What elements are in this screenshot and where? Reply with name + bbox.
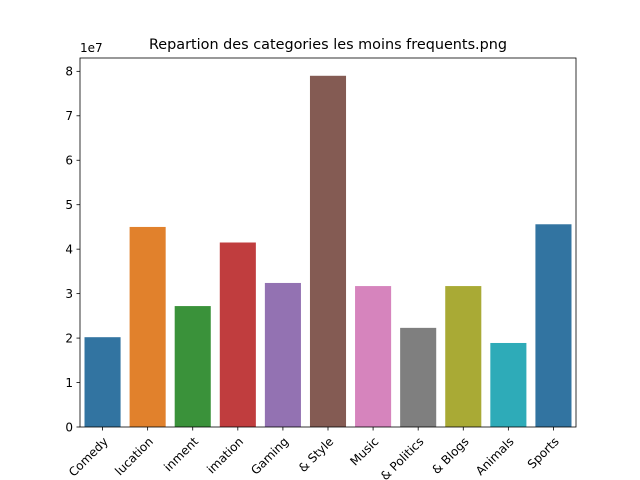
bar-6	[355, 286, 392, 427]
x-tick-label-6: Music	[347, 434, 381, 468]
y-axis-exponent-label: 1e7	[80, 41, 103, 55]
bar-10	[535, 224, 572, 427]
y-tick-label-5: 5	[65, 198, 73, 212]
bar-2	[174, 306, 211, 427]
x-tick-label-9: Animals	[473, 434, 517, 478]
bars-group	[84, 75, 572, 427]
bar-8	[445, 286, 482, 427]
bar-9	[490, 342, 527, 427]
y-tick-label-4: 4	[65, 242, 73, 256]
bar-4	[264, 282, 301, 427]
bar-3	[219, 242, 256, 427]
y-tick-label-0: 0	[65, 420, 73, 434]
y-tick-label-8: 8	[65, 65, 73, 79]
y-tick-label-7: 7	[65, 109, 73, 123]
bar-7	[400, 327, 437, 427]
x-tick-label-4: Gaming	[248, 434, 291, 477]
plot-frame	[79, 57, 577, 428]
x-tick-label-3: imation	[204, 434, 246, 476]
bar-1	[129, 226, 166, 427]
y-tick-label-1: 1	[65, 376, 73, 390]
y-axis: 0 1 2 3 4 5 6 7 8	[65, 65, 80, 434]
x-axis: Comedy lucation inment imation Gaming & Style…	[66, 427, 562, 480]
x-tick-label-7: & Politics	[378, 434, 427, 480]
x-tick-label-0: Comedy	[66, 434, 111, 479]
y-tick-label-3: 3	[65, 287, 73, 301]
x-tick-label-8: & Blogs	[429, 434, 471, 476]
bar-0	[84, 337, 121, 427]
chart-title: Repartion des categories les moins frequ…	[149, 37, 507, 53]
x-tick-label-1: lucation	[112, 434, 156, 478]
bar-5	[309, 75, 347, 427]
x-tick-label-2: inment	[161, 434, 201, 474]
y-tick-label-2: 2	[65, 331, 73, 345]
x-tick-label-10: Sports	[525, 434, 562, 471]
y-tick-label-6: 6	[65, 154, 73, 168]
x-tick-label-5: & Style	[296, 434, 337, 475]
